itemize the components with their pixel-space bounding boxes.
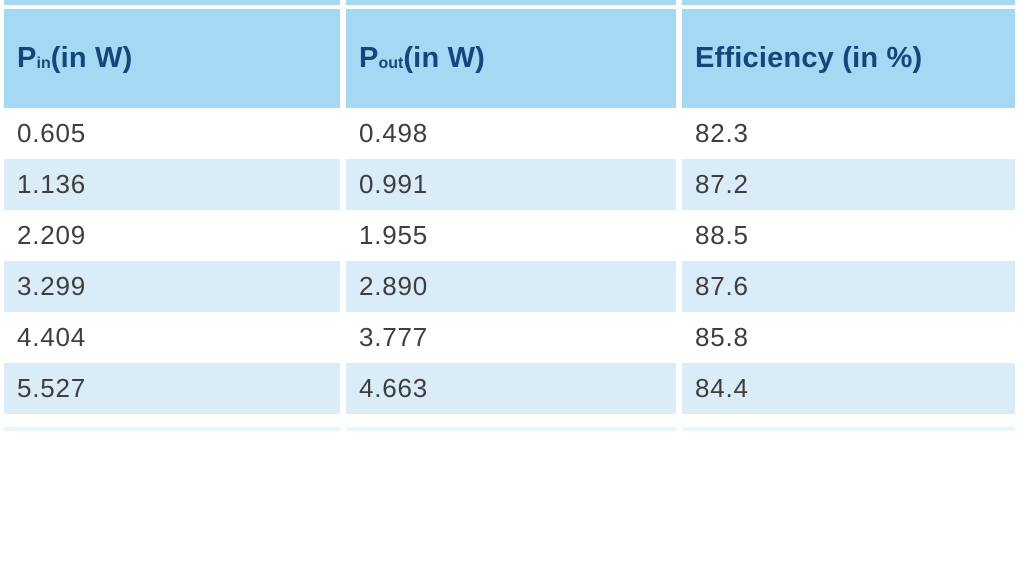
table-row: 5.527 4.663 84.4 — [4, 363, 1015, 414]
table-row: 1.136 0.991 87.2 — [4, 159, 1015, 210]
top-strip-segment — [346, 0, 676, 5]
header-subscript-pin: in — [36, 54, 51, 72]
bottom-strip-segment — [346, 427, 676, 431]
cell-efficiency: 87.2 — [682, 159, 1015, 210]
cell-pin: 1.136 — [4, 159, 340, 210]
cell-pin: 3.299 — [4, 261, 340, 312]
table-row: 3.299 2.890 87.6 — [4, 261, 1015, 312]
cell-pout: 4.663 — [346, 363, 676, 414]
cell-efficiency: 82.3 — [682, 108, 1015, 159]
header-label-efficiency: Efficiency (in %) — [695, 42, 923, 74]
header-subscript-pout: out — [378, 54, 404, 72]
cell-efficiency: 88.5 — [682, 210, 1015, 261]
bottom-strip-segment — [4, 427, 340, 431]
cell-efficiency: 85.8 — [682, 312, 1015, 363]
header-label-pin: P — [17, 42, 37, 74]
table-top-edge-remnant — [4, 0, 1015, 5]
cell-pout: 1.955 — [346, 210, 676, 261]
cell-pout: 2.890 — [346, 261, 676, 312]
cell-pin: 4.404 — [4, 312, 340, 363]
cell-pin: 2.209 — [4, 210, 340, 261]
table-row: 2.209 1.955 88.5 — [4, 210, 1015, 261]
table-row: 0.605 0.498 82.3 — [4, 108, 1015, 159]
cell-efficiency: 87.6 — [682, 261, 1015, 312]
bottom-strip-segment — [682, 427, 1015, 431]
header-label-pout: P — [359, 42, 379, 74]
header-cell-efficiency: Efficiency (in %) — [682, 9, 1015, 108]
cell-pin: 5.527 — [4, 363, 340, 414]
top-strip-segment — [682, 0, 1015, 5]
cell-pin: 0.605 — [4, 108, 340, 159]
header-unit-pout: (in W) — [403, 42, 486, 74]
cell-pout: 0.498 — [346, 108, 676, 159]
cell-efficiency: 84.4 — [682, 363, 1015, 414]
table-bottom-remnant — [4, 427, 1015, 431]
table-row: 4.404 3.777 85.8 — [4, 312, 1015, 363]
header-unit-pin: (in W) — [50, 42, 133, 74]
top-strip-segment — [4, 0, 340, 5]
cell-pout: 3.777 — [346, 312, 676, 363]
cell-pout: 0.991 — [346, 159, 676, 210]
